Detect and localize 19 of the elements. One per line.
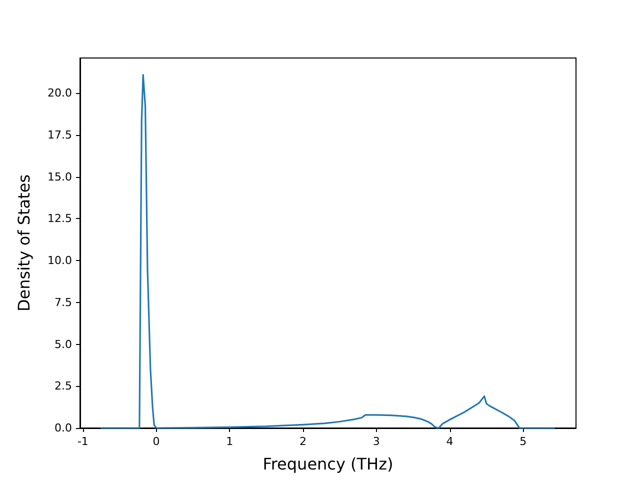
y-tick-label: 12.5 (48, 212, 72, 226)
y-tick-label: 10.0 (48, 254, 72, 268)
x-tick-label: 2 (300, 435, 307, 448)
x-tick-label: 3 (372, 435, 380, 448)
y-tick-label: 0.0 (54, 422, 72, 434)
y-tick-label: 20.0 (48, 86, 72, 100)
x-axis-title: Frequency (THz) (262, 454, 394, 474)
y-tick-label: 2.5 (54, 380, 72, 393)
line-series (100, 74, 555, 429)
y-axis-title: Density of States (14, 174, 34, 312)
x-tick-label: -1 (77, 435, 88, 448)
y-tick-label: 7.5 (54, 296, 72, 309)
x-tick-label: 0 (152, 435, 160, 448)
y-tick-label: 5.0 (54, 338, 72, 351)
y-tick-label: 17.5 (48, 128, 72, 142)
x-tick-label: 1 (226, 435, 234, 448)
y-tick-label: 15.0 (48, 170, 72, 184)
x-tick-label: 4 (446, 435, 454, 448)
x-tick-label: 5 (520, 435, 527, 448)
